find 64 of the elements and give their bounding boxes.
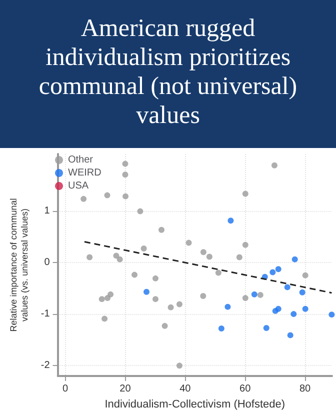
- point: [122, 193, 129, 200]
- point: [228, 218, 234, 224]
- point: [176, 301, 182, 308]
- point: [158, 226, 164, 233]
- point: [275, 266, 282, 272]
- point: [215, 270, 222, 276]
- point: [137, 208, 144, 214]
- point: [80, 196, 87, 202]
- point: [200, 292, 206, 299]
- y-axis-title: Relative importance of communal values (vs. universal values): [8, 198, 30, 332]
- point: [122, 172, 128, 178]
- point: [236, 254, 242, 260]
- point: [242, 242, 248, 248]
- point: [152, 275, 158, 282]
- point: [144, 288, 150, 295]
- point: [98, 296, 105, 302]
- y-tick-label: 1: [44, 205, 50, 216]
- chart-title: American rugged individualism prioritizes communal (not universal) values: [0, 0, 336, 148]
- point: [270, 269, 276, 276]
- point: [242, 190, 248, 197]
- point: [206, 254, 212, 260]
- x-tick-label: 40: [180, 384, 192, 394]
- point: [275, 306, 282, 312]
- point: [152, 296, 158, 302]
- legend-label: USA: [68, 180, 89, 192]
- point: [284, 284, 290, 290]
- legend-label: Other: [68, 154, 94, 166]
- point: [140, 245, 147, 252]
- point: [292, 256, 298, 262]
- point: [116, 256, 123, 262]
- y-tick-label: 0: [44, 256, 50, 268]
- x-tick-label: 0: [62, 384, 68, 394]
- x-tick-label: 20: [120, 384, 132, 394]
- point: [186, 240, 192, 246]
- point: [104, 192, 110, 198]
- point: [224, 304, 231, 310]
- point: [122, 160, 128, 167]
- point: [108, 291, 114, 298]
- point: [218, 326, 224, 332]
- point: [299, 289, 306, 296]
- point: [113, 252, 120, 259]
- point: [302, 272, 308, 278]
- point: [271, 162, 278, 168]
- point: [168, 304, 174, 310]
- point: [162, 322, 168, 329]
- point: [242, 295, 248, 302]
- point: [290, 311, 297, 318]
- point: [328, 312, 335, 318]
- point: [287, 332, 294, 338]
- point: [263, 324, 270, 331]
- x-tick-label: 80: [299, 384, 312, 394]
- point: [257, 292, 264, 298]
- point: [102, 316, 108, 322]
- point: [176, 362, 182, 369]
- point: [251, 291, 258, 298]
- point: [302, 306, 308, 312]
- legend-label: WEIRD: [68, 168, 102, 178]
- point: [200, 249, 206, 256]
- y-tick-label: -1: [40, 308, 50, 320]
- x-tick-label: 60: [240, 384, 252, 394]
- x-axis-title: Individualism-Collectivism (Hofstede): [104, 398, 286, 410]
- point: [86, 254, 93, 260]
- point: [132, 272, 138, 278]
- y-tick-label: -2: [40, 360, 50, 372]
